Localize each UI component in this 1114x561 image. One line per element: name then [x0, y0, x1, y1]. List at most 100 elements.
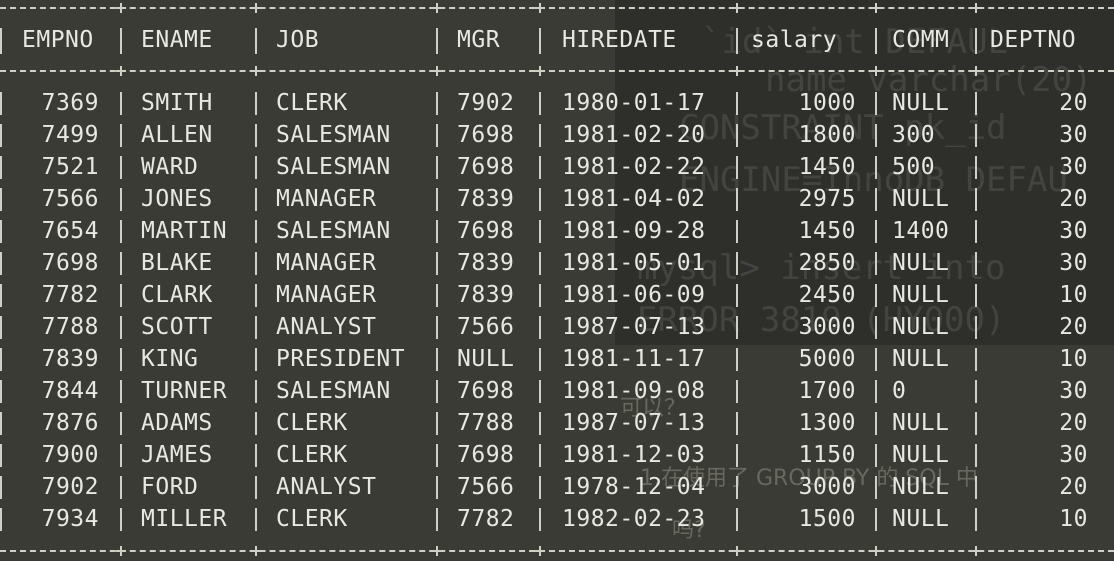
column-separator: [255, 444, 257, 467]
column-separator: [120, 444, 122, 467]
border-joint: [732, 546, 742, 556]
table-cell-comm: NULL: [892, 314, 950, 340]
table-cell-salary: 5000: [798, 346, 856, 372]
table-cell-empno: 7934: [41, 506, 99, 532]
border-joint: [971, 66, 981, 76]
table-cell-comm: 300: [892, 122, 936, 148]
column-separator: [875, 284, 877, 307]
column-separator: [539, 444, 541, 467]
table-cell-hiredate: 1981-09-28: [562, 218, 706, 244]
table-cell-mgr: 7698: [457, 442, 515, 468]
column-separator: [539, 508, 541, 531]
table-cell-mgr: 7698: [457, 378, 515, 404]
column-separator: [736, 444, 738, 467]
table-cell-comm: NULL: [892, 282, 950, 308]
column-separator: [255, 348, 257, 371]
column-separator: [255, 412, 257, 435]
column-separator: [736, 92, 738, 115]
column-separator: [436, 220, 438, 243]
table-cell-mgr: 7788: [457, 410, 515, 436]
table-cell-empno: 7788: [41, 314, 99, 340]
border-joint: [971, 546, 981, 556]
table-cell-hiredate: 1981-09-08: [562, 378, 706, 404]
column-separator: [255, 508, 257, 531]
table-cell-comm: NULL: [892, 442, 950, 468]
overlay-note-text: 1.在使用了 GROUP BY 的 SQL 中: [640, 466, 978, 491]
table-cell-job: MANAGER: [276, 282, 377, 308]
column-separator: [255, 188, 257, 211]
table-cell-empno: 7844: [41, 378, 99, 404]
column-header-hiredate: HIREDATE: [562, 27, 677, 53]
column-separator: [0, 92, 2, 115]
column-separator: [975, 316, 977, 339]
table-cell-deptno: 20: [1059, 314, 1088, 340]
column-separator: [539, 220, 541, 243]
table-cell-comm: 0: [892, 378, 907, 404]
column-header-mgr: MGR: [457, 27, 501, 53]
table-cell-mgr: NULL: [457, 346, 515, 372]
column-separator: [975, 28, 977, 54]
column-separator: [0, 220, 2, 243]
table-cell-mgr: 7839: [457, 250, 515, 276]
column-separator: [436, 348, 438, 371]
column-separator: [975, 412, 977, 435]
table-cell-empno: 7521: [41, 154, 99, 180]
column-separator: [436, 476, 438, 499]
column-separator: [436, 284, 438, 307]
table-cell-comm: 500: [892, 154, 936, 180]
table-cell-empno: 7499: [41, 122, 99, 148]
table-cell-job: SALESMAN: [276, 378, 391, 404]
table-cell-comm: NULL: [892, 474, 950, 500]
table-cell-job: ANALYST: [276, 314, 377, 340]
column-separator: [120, 348, 122, 371]
column-header-deptno: DEPTNO: [990, 27, 1077, 53]
column-separator: [436, 28, 438, 54]
column-separator: [736, 380, 738, 403]
column-separator: [436, 508, 438, 531]
table-cell-hiredate: 1987-07-13: [562, 410, 706, 436]
column-separator: [875, 316, 877, 339]
column-separator: [975, 476, 977, 499]
column-separator: [0, 124, 2, 147]
table-cell-job: SALESMAN: [276, 122, 391, 148]
column-separator: [0, 316, 2, 339]
column-separator: [539, 316, 541, 339]
column-separator: [975, 380, 977, 403]
table-cell-empno: 7839: [41, 346, 99, 372]
column-separator: [736, 508, 738, 531]
column-separator: [975, 124, 977, 147]
column-separator: [736, 284, 738, 307]
column-separator: [875, 220, 877, 243]
table-cell-job: ANALYST: [276, 474, 377, 500]
column-separator: [539, 348, 541, 371]
column-separator: [539, 412, 541, 435]
border-joint: [116, 66, 126, 76]
column-separator: [436, 444, 438, 467]
table-cell-empno: 7369: [41, 90, 99, 116]
column-separator: [255, 124, 257, 147]
table-cell-salary: 1450: [798, 218, 856, 244]
table-cell-job: PRESIDENT: [276, 346, 406, 372]
border-joint: [871, 546, 881, 556]
table-cell-hiredate: 1981-02-20: [562, 122, 706, 148]
table-cell-mgr: 7698: [457, 218, 515, 244]
column-separator: [255, 28, 257, 54]
border-joint: [535, 546, 545, 556]
border-joint: [251, 3, 261, 13]
column-separator: [120, 316, 122, 339]
table-cell-mgr: 7782: [457, 506, 515, 532]
table-cell-salary: 1500: [798, 506, 856, 532]
column-separator: [0, 476, 2, 499]
table-cell-mgr: 7698: [457, 122, 515, 148]
column-separator: [875, 508, 877, 531]
border-joint: [251, 66, 261, 76]
table-cell-ename: KING: [141, 346, 199, 372]
border-joint: [432, 546, 442, 556]
column-header-salary: salary: [751, 27, 838, 53]
table-cell-job: CLERK: [276, 410, 348, 436]
column-separator: [975, 444, 977, 467]
table-cell-job: SALESMAN: [276, 218, 391, 244]
table-cell-mgr: 7902: [457, 90, 515, 116]
table-cell-empno: 7698: [41, 250, 99, 276]
table-cell-ename: SMITH: [141, 90, 213, 116]
